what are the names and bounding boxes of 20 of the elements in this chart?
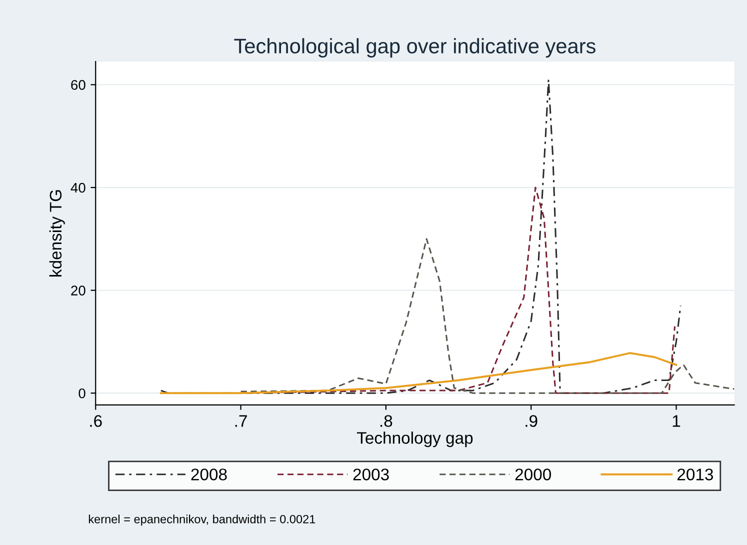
x-axis-title: Technology gap [356,432,473,448]
line-series [160,352,678,394]
text: kernel = epanechnikov, bandwidth = 0.0021 [88,514,316,526]
legend-label: 2008 [191,468,227,480]
line-series [240,238,734,394]
x-tick-label: 1 [672,415,680,427]
legend-label: 2013 [677,468,713,480]
chart-title: Technological gap over indicative years [234,38,596,58]
x-tick-label: .7 [235,415,247,427]
x-tick-label: .6 [90,415,102,427]
y-tick-label: 60 [71,80,86,90]
y-tick-label: 0 [78,388,86,398]
y-tick-label: 40 [70,182,86,193]
x-tick-label: .9 [526,415,538,427]
line-series [160,78,682,394]
y-axis-title: kdensity TG [49,190,65,276]
legend-label: 2000 [515,468,552,480]
x-tick-label: .8 [380,415,392,427]
legend-label: 2003 [353,468,389,480]
y-tick-label: 20 [71,286,86,296]
